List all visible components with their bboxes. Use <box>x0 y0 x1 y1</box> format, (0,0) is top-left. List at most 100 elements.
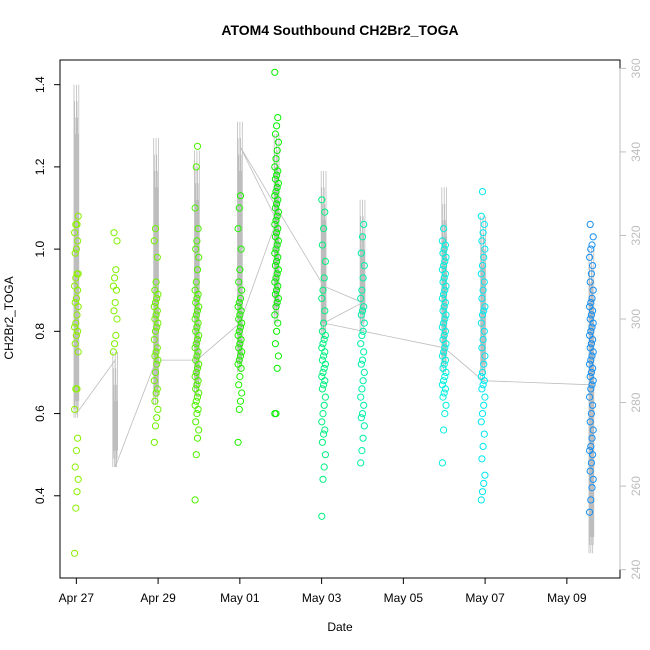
data-point <box>192 278 200 286</box>
data-point <box>111 299 119 307</box>
data-point <box>441 257 449 265</box>
data-point <box>193 266 202 274</box>
data-point <box>192 385 200 393</box>
data-point <box>442 401 450 409</box>
data-point <box>235 278 243 286</box>
data-point <box>440 303 448 311</box>
data-point <box>440 348 448 356</box>
data-point <box>587 459 596 467</box>
data-point <box>439 364 447 372</box>
data-point <box>358 233 367 241</box>
data-point <box>153 385 161 393</box>
data-point <box>273 183 281 191</box>
data-point <box>479 442 487 450</box>
data-point <box>153 323 161 331</box>
data-point <box>273 286 281 294</box>
data-point <box>273 257 281 265</box>
data-point <box>478 237 486 245</box>
data-point <box>193 393 202 401</box>
data-point <box>319 340 327 348</box>
data-point <box>192 163 200 171</box>
data-point <box>320 274 328 282</box>
data-point <box>192 451 200 459</box>
data-point <box>193 142 202 150</box>
data-point <box>192 245 200 253</box>
data-point <box>360 303 368 311</box>
data-point <box>439 249 447 257</box>
data-point <box>72 245 81 253</box>
data-point <box>236 266 244 274</box>
data-point <box>440 225 448 233</box>
data-point <box>481 471 489 479</box>
data-point <box>321 451 329 459</box>
data-point <box>191 373 199 381</box>
data-point <box>586 253 594 261</box>
data-point <box>74 212 82 220</box>
x-tick-label: Apr 27 <box>59 591 95 605</box>
data-point <box>480 327 488 335</box>
y-tick-label: 0.8 <box>33 323 47 340</box>
track-spike-1 <box>112 351 118 467</box>
data-point <box>192 418 200 426</box>
data-point <box>440 389 448 397</box>
data-point <box>477 270 485 278</box>
data-point <box>586 467 594 475</box>
data-point <box>319 475 327 483</box>
data-point <box>359 377 367 385</box>
flight-track-lines <box>73 84 595 554</box>
x-tick-label: May 01 <box>220 591 260 605</box>
data-point <box>478 344 486 352</box>
data-point <box>274 319 282 327</box>
data-point <box>586 303 594 311</box>
data-point <box>113 315 121 323</box>
data-point <box>193 237 201 245</box>
data-point <box>438 352 446 360</box>
data-point <box>359 434 367 442</box>
data-point <box>74 270 82 278</box>
data-point <box>480 360 488 368</box>
data-point <box>587 496 595 504</box>
data-point <box>478 311 487 319</box>
data-point <box>151 286 159 294</box>
data-point <box>72 319 80 327</box>
data-point <box>235 381 243 389</box>
data-point <box>318 418 326 426</box>
data-point <box>272 188 280 196</box>
data-point <box>193 434 202 442</box>
data-point <box>274 138 282 146</box>
data-point <box>71 323 79 331</box>
data-point <box>73 385 81 393</box>
data-point <box>587 299 595 307</box>
data-point <box>318 294 326 302</box>
data-point <box>235 356 243 364</box>
data-point <box>480 401 488 409</box>
data-point <box>236 311 244 319</box>
data-point <box>109 282 118 290</box>
data-point <box>273 212 281 220</box>
data-point <box>588 434 596 442</box>
data-point <box>111 274 119 282</box>
data-point <box>319 410 327 418</box>
data-point <box>358 307 367 315</box>
data-point <box>272 245 280 253</box>
right-y-tick-label: 240 <box>629 559 643 579</box>
data-point <box>481 303 489 311</box>
data-point <box>587 245 595 253</box>
data-point <box>480 253 488 261</box>
data-point <box>357 360 365 368</box>
data-point <box>440 377 448 385</box>
data-point <box>586 331 594 339</box>
x-tick-label: May 09 <box>547 591 587 605</box>
data-point <box>479 336 487 344</box>
data-point <box>360 262 368 270</box>
data-point <box>191 344 199 352</box>
data-point <box>478 294 486 302</box>
data-point <box>273 146 281 154</box>
data-point <box>358 447 366 455</box>
data-point <box>358 331 366 339</box>
data-point <box>321 393 329 401</box>
data-point <box>193 336 202 344</box>
data-point <box>74 434 82 442</box>
data-point <box>150 336 158 344</box>
